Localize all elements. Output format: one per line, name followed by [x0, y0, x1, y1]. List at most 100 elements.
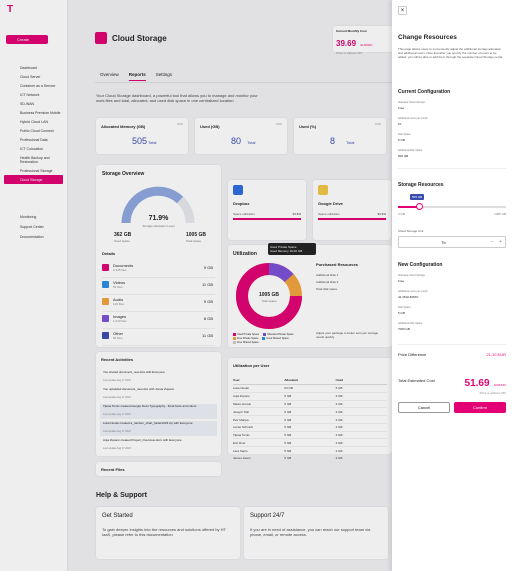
nav-item[interactable]: Support Center	[20, 225, 44, 229]
app-icon	[95, 32, 107, 44]
nav-item[interactable]: ICT Colocation	[20, 146, 44, 151]
provider-icon	[318, 185, 328, 195]
cell: 2 GB	[335, 448, 343, 453]
detail-name: Audio	[113, 297, 124, 302]
activity-time: Last update Aug 17 2023	[103, 430, 131, 433]
file-icon	[102, 264, 109, 271]
column-header: Used	[335, 378, 343, 382]
detail-name: Documents	[113, 263, 134, 268]
stat-value: 8	[330, 136, 336, 146]
provider-card: Dropbox Space utilization 33.3%	[228, 180, 306, 240]
detail-count: 1,240 files	[113, 319, 127, 323]
detail-count: 84 files	[113, 336, 123, 340]
config-field: Disk Space 5 GB	[398, 306, 506, 319]
card-title: Utilization	[233, 251, 257, 257]
tabs: Overview Reports Settings	[100, 72, 172, 81]
provider-value: 33.3%	[292, 212, 301, 216]
slider-min: 0 GB	[398, 212, 405, 216]
details: Documents 2,345 files 9 GB Videos 52 files 11…	[102, 261, 215, 346]
detail-size: 11 GB	[201, 333, 213, 338]
menu[interactable]: ⋯	[177, 122, 183, 128]
purchased-item: Additional Disk 2	[316, 279, 339, 284]
close-button[interactable]: ×	[398, 6, 407, 15]
config-field: Allocated Cloud Storage Free	[398, 101, 506, 114]
cancel-button[interactable]: Cancel	[398, 402, 450, 413]
nav-item[interactable]: Documentation	[20, 235, 44, 239]
field-label: Disk Space	[398, 306, 411, 309]
nav-item[interactable]: Dashboard	[20, 65, 38, 70]
nav-item[interactable]: Professional Data	[20, 137, 48, 142]
cell: 5 GB	[335, 386, 343, 391]
field-value: 10	[398, 122, 402, 126]
legend-item: Used Private Space	[233, 333, 259, 336]
nav-item[interactable]: Public Cloud Connect	[20, 128, 54, 133]
donut-center: 1005 GB	[258, 292, 279, 298]
confirm-button[interactable]: Confirm	[454, 402, 506, 413]
unit-select[interactable]: Tb − +	[398, 236, 506, 248]
gauge-value: 71.9%	[148, 215, 169, 222]
tooltip-label: Used Memory	[270, 249, 289, 253]
cost-card: Current Monthly Cost 39.69 EUR/MO Price …	[333, 26, 393, 55]
cell: 2 GB	[335, 409, 343, 414]
nav-item[interactable]: Cloud Storage	[4, 175, 63, 184]
tab[interactable]: Overview	[100, 72, 119, 77]
activities: Recent Activities You shared document_ne…	[96, 352, 221, 456]
help-card-text: To gain deeper insights into the resourc…	[102, 527, 226, 537]
table-row: Petr Maripa 5 GB 2 GB	[233, 416, 387, 424]
nav-item[interactable]: Monitoring	[20, 215, 37, 219]
tab[interactable]: Reports	[128, 72, 146, 81]
config-field: Additional Disk Space 7000 GB	[398, 322, 506, 335]
logo: T	[7, 4, 14, 15]
nav-item[interactable]: Hybrid Cloud LAN	[20, 119, 49, 124]
purchased: Additional Disk 1 Additional Disk 2 Total …	[316, 271, 338, 292]
stat-card: Used (GB) ⋯ 80 Total	[195, 118, 287, 154]
nav-item[interactable]: Professional Storage	[20, 168, 53, 173]
nav-item[interactable]: SD-WAN	[20, 101, 35, 106]
detail-row: Other 84 files 11 GB	[102, 329, 215, 346]
sidebar: T Create Dashboard Cloud Server Container …	[0, 0, 68, 571]
divider	[95, 82, 392, 83]
menu[interactable]: ⋯	[375, 122, 381, 128]
nav-item[interactable]: ICT Network	[20, 92, 40, 97]
total-note: Price is without VAT	[479, 391, 506, 395]
total-label: Total Estimated Cost	[398, 378, 435, 383]
activity-text: Anja Zupanc created Project_Overview.doc…	[103, 438, 182, 442]
overlay[interactable]	[0, 0, 392, 571]
slider-track[interactable]	[398, 206, 506, 208]
table-row: Tijana Tomic 5 GB 2 GB	[233, 432, 387, 440]
minus[interactable]: −	[490, 239, 493, 245]
help-card-text: If you are in need of assistance, you ca…	[250, 527, 371, 537]
provider-card: Google Drive Space utilization 33.3%	[313, 180, 391, 240]
legend-item: Free Private Space	[233, 337, 258, 340]
cell: 5 GB	[284, 401, 292, 406]
stat-label: Used (GB)	[200, 124, 220, 129]
cell: 2 GB	[335, 394, 343, 399]
nav-item[interactable]: Cloud Server	[20, 74, 41, 79]
plus[interactable]: +	[499, 239, 502, 245]
field-value: 5 GB	[398, 311, 405, 315]
help-card: Get Started To gain deeper insights into …	[96, 507, 240, 559]
tab[interactable]: Settings	[155, 72, 173, 77]
nav-item[interactable]: Container as a Service	[20, 83, 56, 88]
cell: 5 GB	[284, 433, 292, 438]
nav-item[interactable]: Business Premium Mobile	[20, 110, 61, 115]
users-table: User Allocated Used Luka Novak 64 GB 5 GB Anja…	[233, 378, 387, 463]
progress	[318, 218, 386, 220]
create-button[interactable]: Create	[6, 35, 48, 44]
field-value: 500 GB	[398, 154, 409, 158]
config-field: Additional users per month 42.48 EUR/MO	[398, 290, 506, 303]
cost-value: 39.69	[336, 39, 357, 48]
section-title: Current Configuration	[398, 89, 451, 95]
activity: Luka Novak created a_random_chart_folder…	[100, 421, 217, 436]
legend-item: Free Shared Space	[233, 341, 259, 344]
nav-item[interactable]: Health Backup and Restoration	[20, 155, 50, 164]
card-title: Recent Activities	[101, 357, 134, 362]
cell: 5 GB	[284, 409, 292, 414]
field-label: Additional Disk Space	[398, 149, 423, 152]
stat-value: 505	[132, 136, 148, 146]
total-value: 51.69	[464, 378, 490, 389]
menu[interactable]: ⋯	[276, 122, 282, 128]
slider-thumb[interactable]	[416, 203, 423, 210]
field-label: Additional users per month	[398, 117, 428, 120]
donut-label: Total space	[261, 299, 277, 303]
